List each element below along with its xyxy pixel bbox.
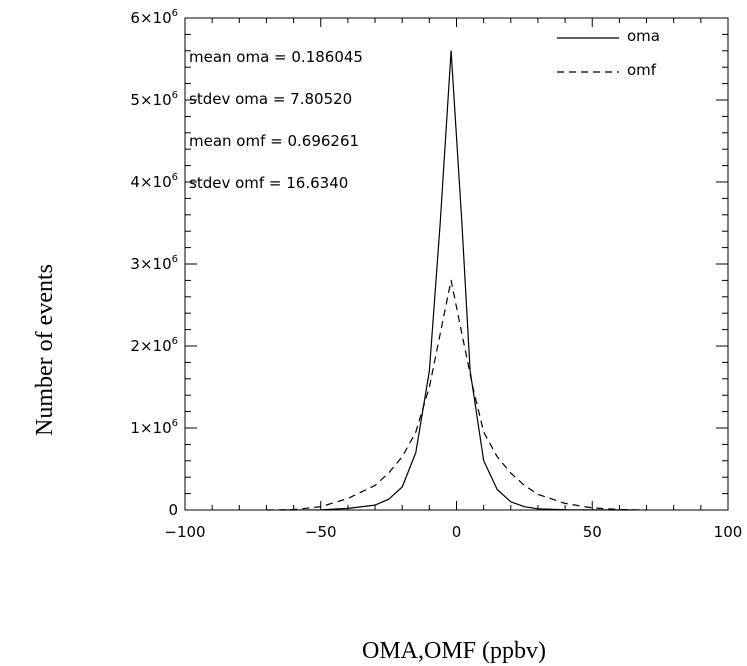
y-tick-label: 2×106 [130,336,178,355]
y-axis-label: Number of events [32,264,58,436]
y-tick-label: 4×106 [130,172,178,191]
legend-label-omf: omf [627,61,657,79]
stats-annotations: mean oma = 0.186045 stdev oma = 7.80520 … [189,48,363,192]
annotation-stdev-omf: stdev omf = 16.6340 [189,174,348,192]
y-tick-label: 1×106 [130,418,178,437]
x-tick-label: 0 [452,523,462,541]
annotation-stdev-oma: stdev oma = 7.80520 [189,90,352,108]
series-line-omf [266,279,647,511]
annotation-mean-omf: mean omf = 0.696261 [189,132,359,150]
y-tick-label: 5×106 [130,90,178,109]
x-tick-label: −50 [305,523,337,541]
y-tick-labels: 0 1×106 2×106 3×106 4×106 5×106 6×106 [130,8,178,519]
series-line-oma [279,50,634,511]
annotation-mean-oma: mean oma = 0.186045 [189,48,363,66]
y-tick-label: 0 [168,501,178,519]
legend: oma omf [557,27,660,79]
x-tick-labels: −100 −50 0 50 100 [164,523,742,541]
x-tick-label: 50 [583,523,602,541]
y-tick-label: 3×106 [130,254,178,273]
x-axis-label: OMA,OMF (ppbv) [362,638,546,664]
series-lines [266,50,647,511]
tick-marks [184,17,729,511]
x-tick-label: 100 [714,523,743,541]
x-tick-label: −100 [164,523,205,541]
y-tick-label: 6×106 [130,8,178,27]
legend-label-oma: oma [627,27,660,45]
